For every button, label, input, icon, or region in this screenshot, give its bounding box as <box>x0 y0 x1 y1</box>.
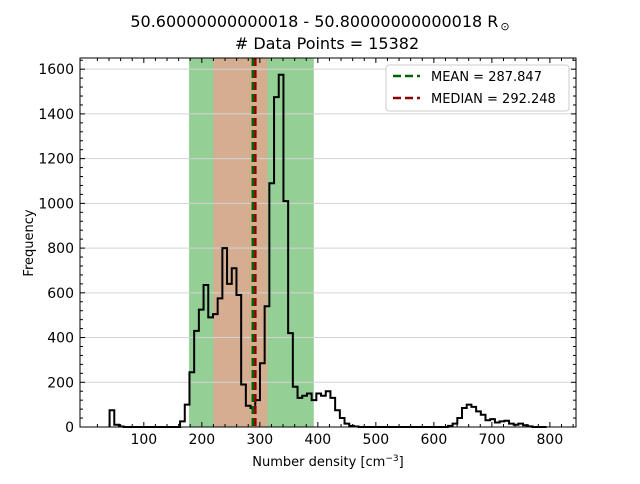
x-tick-label: 500 <box>362 432 389 448</box>
x-tick-label: 700 <box>479 432 506 448</box>
legend-mean-label: MEAN = 287.847 <box>431 70 542 85</box>
y-tick-label: 1600 <box>38 62 74 78</box>
x-tick-label: 100 <box>130 432 157 448</box>
x-tick-label: 200 <box>188 432 215 448</box>
legend-median-label: MEDIAN = 292.248 <box>431 92 556 107</box>
chart-title-line1: 50.60000000000018 - 50.80000000000018 R ⊙ <box>130 12 509 33</box>
y-axis-label: Frequency <box>22 209 37 276</box>
x-axis-label-superscript: −3 <box>385 454 398 464</box>
x-tick-label: 300 <box>246 432 273 448</box>
y-tick-label: 1000 <box>38 196 74 212</box>
histogram-step-line <box>108 73 547 428</box>
chart-title-text: 50.60000000000018 - 50.80000000000018 R <box>130 12 498 31</box>
y-tick-label: 0 <box>65 420 74 436</box>
legend-box <box>385 64 570 112</box>
y-tick-label: 1400 <box>38 107 74 123</box>
x-axis-label: Number density [cm−3] <box>252 454 403 470</box>
ticks-layer: 100 200 300 400 500 600 700 800 0 200 400 600 800 100… <box>38 58 576 448</box>
legend: MEAN = 287.847 MEDIAN = 292.248 <box>385 64 570 112</box>
x-tick-label: 600 <box>421 432 448 448</box>
plot-frame <box>79 57 577 428</box>
plot-background <box>80 58 576 427</box>
x-tick-label: 800 <box>537 432 564 448</box>
x-tick-label: 400 <box>304 432 331 448</box>
y-tick-label: 400 <box>47 331 74 347</box>
bands-layer <box>189 58 314 427</box>
chart-title-line2: # Data Points = 15382 <box>235 34 419 53</box>
y-tick-label: 200 <box>47 375 74 391</box>
y-tick-label: 800 <box>47 241 74 257</box>
y-tick-label: 600 <box>47 286 74 302</box>
y-tick-label: 1200 <box>38 152 74 168</box>
sun-symbol: ⊙ <box>500 20 509 33</box>
